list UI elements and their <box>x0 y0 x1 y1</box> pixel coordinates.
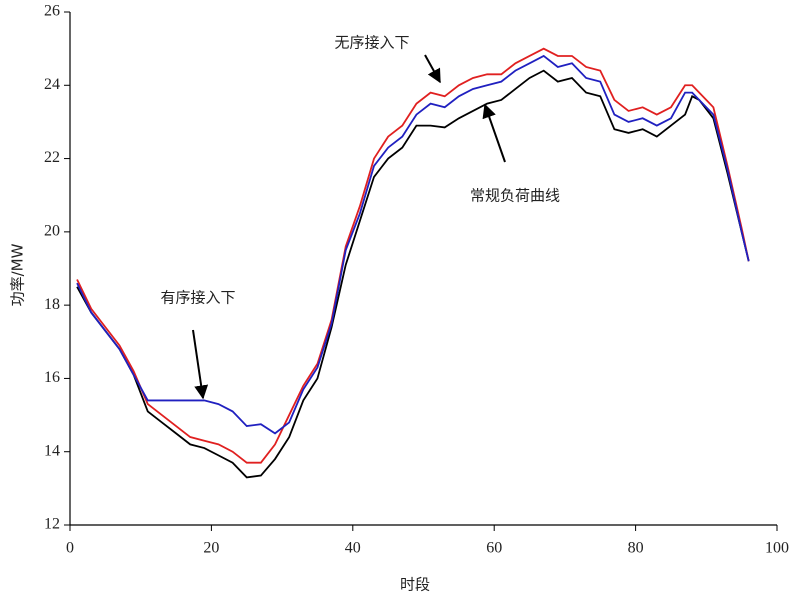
y-tick-label: 18 <box>44 296 60 313</box>
arrow <box>424 54 441 84</box>
annotation: 常规负荷曲线 <box>470 187 560 205</box>
arrow <box>192 329 209 400</box>
y-axis-label: 功率/MW <box>9 243 27 306</box>
annotation: 无序接入下 <box>334 34 409 52</box>
x-axis-label: 时段 <box>400 576 430 594</box>
x-tick-label: 60 <box>486 540 502 557</box>
x-tick-label: 20 <box>203 540 219 557</box>
series-line <box>76 69 750 479</box>
y-tick-label: 16 <box>44 369 60 386</box>
series-line <box>76 47 750 464</box>
x-tick-label: 0 <box>66 540 74 557</box>
y-tick-label: 26 <box>44 3 60 20</box>
y-tick-label: 20 <box>44 223 60 240</box>
series-line <box>76 54 750 435</box>
x-tick-label: 80 <box>628 540 644 557</box>
y-tick-label: 14 <box>44 442 60 459</box>
annotation: 有序接入下 <box>160 289 235 307</box>
y-tick-label: 22 <box>44 149 60 166</box>
y-tick-label: 24 <box>44 76 60 93</box>
y-tick-label: 12 <box>44 516 60 533</box>
x-tick-label: 40 <box>345 540 361 557</box>
arrow <box>482 103 506 163</box>
x-tick-label: 100 <box>765 540 789 557</box>
